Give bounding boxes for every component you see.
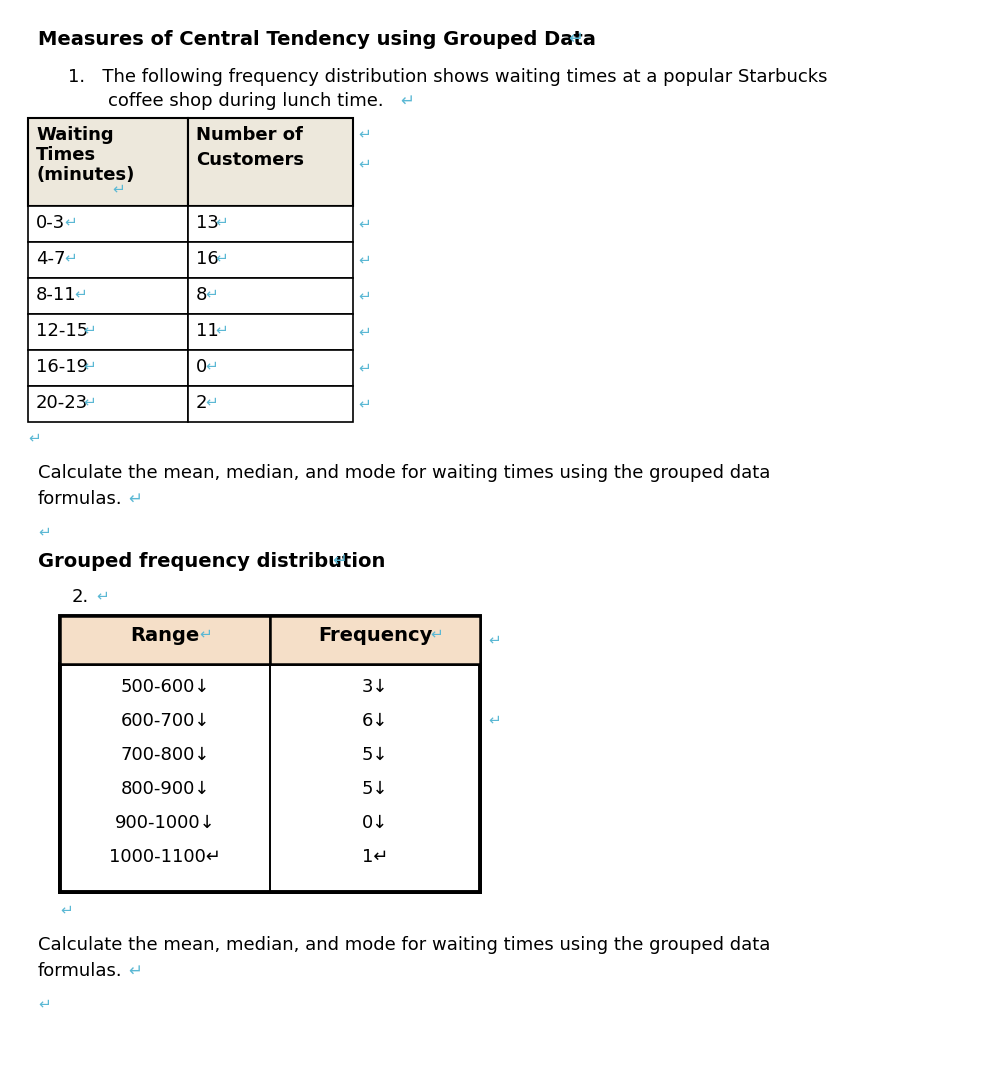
Text: ↵: ↵ [568, 30, 583, 48]
Text: 5↓: 5↓ [361, 780, 388, 798]
Text: 1↵: 1↵ [361, 847, 388, 866]
Text: ↵: ↵ [38, 524, 50, 539]
Text: ↵: ↵ [199, 626, 212, 641]
Text: Customers: Customers [196, 151, 304, 169]
Text: Grouped frequency distribution: Grouped frequency distribution [38, 552, 385, 571]
Text: Waiting: Waiting [36, 126, 114, 144]
Text: 3↓: 3↓ [361, 678, 388, 696]
Text: ↵: ↵ [74, 286, 87, 301]
Bar [188, 278, 353, 314]
Bar [188, 386, 353, 422]
Text: ↵: ↵ [96, 588, 109, 603]
Text: 6↓: 6↓ [361, 712, 388, 730]
Text: ↵: ↵ [430, 626, 443, 641]
Text: ↵: ↵ [83, 394, 96, 409]
Text: 900-1000↓: 900-1000↓ [115, 814, 216, 831]
Bar [60, 616, 480, 892]
Text: ↵: ↵ [358, 324, 370, 339]
Text: ↵: ↵ [206, 286, 218, 301]
Text: ↵: ↵ [358, 156, 370, 171]
Text: ↵: ↵ [128, 962, 142, 980]
Bar [60, 616, 270, 664]
Text: 16: 16 [196, 251, 219, 268]
Text: ↵: ↵ [400, 92, 414, 110]
Text: ↵: ↵ [358, 360, 370, 375]
Text: Number of: Number of [196, 126, 303, 144]
Bar [188, 118, 353, 206]
Bar [188, 242, 353, 278]
Text: Frequency: Frequency [318, 626, 433, 645]
Text: ↵: ↵ [112, 181, 125, 196]
Bar [28, 386, 188, 422]
Text: 20-23: 20-23 [36, 394, 88, 411]
Text: 0: 0 [196, 358, 207, 376]
Text: coffee shop during lunch time.: coffee shop during lunch time. [108, 92, 384, 110]
Bar [28, 350, 188, 386]
Text: Calculate the mean, median, and mode for waiting times using the grouped data: Calculate the mean, median, and mode for… [38, 936, 770, 954]
Text: ↵: ↵ [358, 397, 370, 411]
Text: ↵: ↵ [358, 126, 370, 141]
Text: ↵: ↵ [206, 358, 218, 373]
Text: 700-800↓: 700-800↓ [120, 746, 210, 764]
Text: ↵: ↵ [215, 322, 228, 337]
Text: ↵: ↵ [83, 358, 96, 373]
Text: ↵: ↵ [64, 214, 77, 229]
Text: ↵: ↵ [488, 712, 501, 727]
Text: 12-15: 12-15 [36, 322, 88, 340]
Text: 5↓: 5↓ [361, 746, 388, 764]
Text: Measures of Central Tendency using Grouped Data: Measures of Central Tendency using Group… [38, 30, 596, 49]
Text: 500-600↓: 500-600↓ [120, 678, 210, 696]
Text: 800-900↓: 800-900↓ [120, 780, 210, 798]
Text: 8: 8 [196, 286, 207, 304]
Bar [270, 616, 480, 664]
Text: 16-19: 16-19 [36, 358, 88, 376]
Bar [188, 206, 353, 242]
Text: 2.: 2. [72, 588, 89, 605]
Bar [28, 242, 188, 278]
Text: 8-11: 8-11 [36, 286, 76, 304]
Bar [60, 664, 480, 892]
Text: 600-700↓: 600-700↓ [120, 712, 210, 730]
Text: ↵: ↵ [38, 996, 50, 1011]
Text: ↵: ↵ [215, 214, 228, 229]
Bar [28, 118, 188, 206]
Text: formulas.: formulas. [38, 962, 123, 980]
Text: 13: 13 [196, 214, 219, 232]
Text: ↵: ↵ [128, 490, 142, 508]
Text: 4-7: 4-7 [36, 251, 65, 268]
Text: ↵: ↵ [358, 216, 370, 231]
Text: 2: 2 [196, 394, 208, 411]
Text: ↵: ↵ [358, 253, 370, 268]
Text: ↵: ↵ [358, 289, 370, 304]
Text: ↵: ↵ [206, 394, 218, 409]
Text: ↵: ↵ [215, 251, 228, 265]
Text: ↵: ↵ [64, 251, 77, 265]
Text: 1000-1100↵: 1000-1100↵ [109, 847, 221, 866]
Text: 0-3: 0-3 [36, 214, 65, 232]
Text: formulas.: formulas. [38, 490, 123, 508]
Text: ↵: ↵ [28, 430, 41, 445]
Text: ↵: ↵ [83, 322, 96, 337]
Text: Calculate the mean, median, and mode for waiting times using the grouped data: Calculate the mean, median, and mode for… [38, 464, 770, 482]
Bar [188, 350, 353, 386]
Text: ↵: ↵ [488, 632, 501, 647]
Text: ↵: ↵ [60, 902, 72, 917]
Text: 11: 11 [196, 322, 219, 340]
Text: (minutes): (minutes) [36, 166, 135, 184]
Bar [188, 314, 353, 350]
Text: ↵: ↵ [332, 552, 347, 570]
Bar [28, 278, 188, 314]
Text: 0↓: 0↓ [361, 814, 388, 831]
Bar [28, 206, 188, 242]
Bar [28, 314, 188, 350]
Text: Times: Times [36, 146, 96, 164]
Text: 1.   The following frequency distribution shows waiting times at a popular Starb: 1. The following frequency distribution … [68, 68, 828, 86]
Text: Range: Range [131, 626, 200, 645]
